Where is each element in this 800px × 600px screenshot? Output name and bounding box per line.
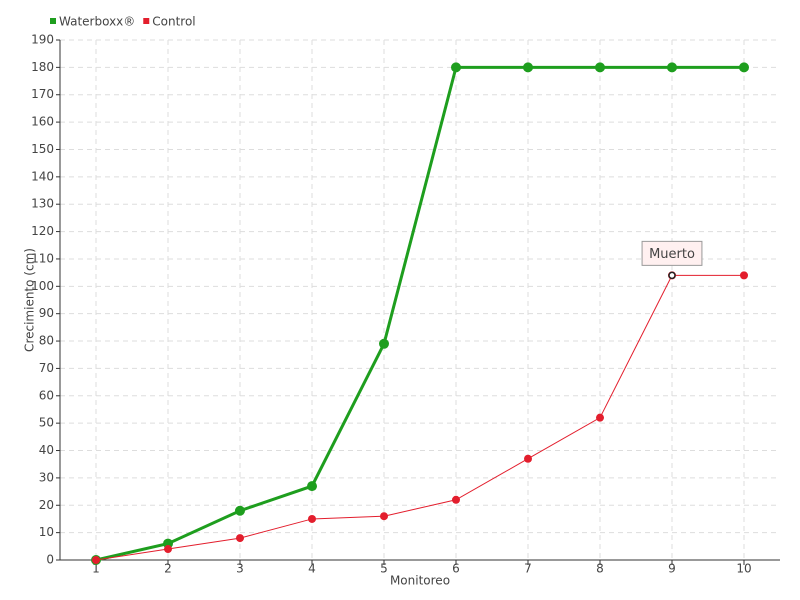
data-point	[452, 495, 460, 504]
y-tick-label: 170	[31, 87, 54, 101]
legend-label: Control	[152, 15, 195, 29]
y-tick-label: 110	[31, 251, 54, 265]
y-tick-label: 130	[31, 197, 54, 211]
legend-label: Waterboxx®	[59, 15, 135, 29]
data-point	[236, 534, 244, 543]
y-tick-label: 180	[31, 60, 54, 74]
data-point	[380, 512, 388, 521]
series-line	[95, 274, 744, 561]
y-tick-label: 60	[39, 388, 54, 402]
y-tick-label: 0	[46, 553, 54, 567]
y-tick-label: 10	[39, 525, 54, 539]
series-line	[95, 65, 744, 562]
y-tick-label: 70	[39, 361, 54, 375]
x-tick-label: 7	[524, 562, 532, 576]
x-tick-label: 10	[736, 562, 751, 576]
y-tick-label: 150	[31, 142, 54, 156]
x-tick-label: 2	[164, 562, 172, 576]
x-tick-label: 4	[308, 562, 316, 576]
data-point	[667, 62, 677, 73]
annotation-marker	[668, 271, 676, 280]
x-tick-label: 1	[92, 562, 100, 576]
y-tick-label: 100	[31, 279, 54, 293]
x-axis-label: Monitoreo	[390, 574, 450, 588]
x-tick-label: 9	[668, 562, 676, 576]
y-tick-label: 20	[39, 498, 54, 512]
legend-swatch	[50, 18, 56, 24]
data-point	[596, 413, 604, 422]
x-tick-label: 8	[596, 562, 604, 576]
data-point	[307, 481, 317, 492]
y-tick-label: 160	[31, 115, 54, 129]
y-tick-label: 90	[39, 306, 54, 320]
data-point	[595, 62, 605, 73]
data-point	[451, 62, 461, 73]
x-tick-label: 5	[380, 562, 388, 576]
y-tick-label: 140	[31, 169, 54, 183]
data-point	[739, 62, 749, 73]
x-tick-label: 6	[452, 562, 460, 576]
y-tick-label: 30	[39, 470, 54, 484]
data-point	[379, 338, 389, 349]
y-tick-label: 40	[39, 443, 54, 457]
legend-swatch	[143, 18, 150, 24]
y-tick-label: 50	[39, 416, 54, 430]
data-point	[308, 514, 316, 523]
data-point	[524, 454, 532, 463]
data-point	[235, 505, 245, 516]
data-point	[523, 62, 533, 73]
y-tick-label: 80	[39, 334, 54, 348]
x-tick-label: 3	[236, 562, 244, 576]
y-tick-label: 120	[31, 224, 54, 238]
y-tick-label: 190	[31, 33, 54, 47]
annotation-box	[641, 240, 703, 266]
data-point	[92, 556, 100, 564]
y-axis-label: Crecimiento (cm)	[23, 248, 37, 352]
data-point	[740, 271, 748, 280]
annotation-text: Muerto	[649, 247, 695, 262]
data-point	[164, 545, 172, 554]
